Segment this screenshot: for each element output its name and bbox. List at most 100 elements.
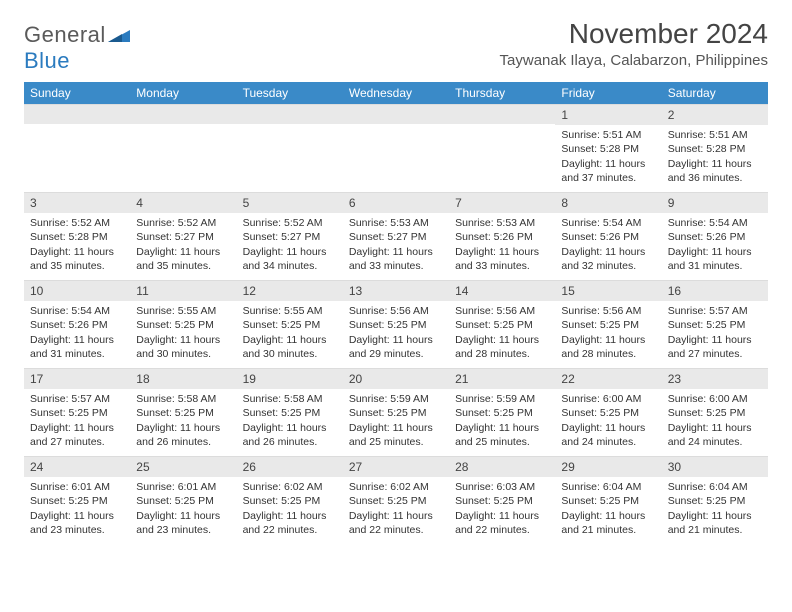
header: General Blue November 2024 Taywanak Ilay… [24,18,768,74]
day-cell: 4Sunrise: 5:52 AMSunset: 5:27 PMDaylight… [130,192,236,280]
day-body: Sunrise: 5:54 AMSunset: 5:26 PMDaylight:… [555,213,661,279]
weekday-cell: Monday [130,82,236,104]
day-number: 19 [237,368,343,389]
day-cell: 9Sunrise: 5:54 AMSunset: 5:26 PMDaylight… [662,192,768,280]
empty-day-bar [449,104,555,124]
sunset-text: Sunset: 5:25 PM [136,318,230,332]
sunset-text: Sunset: 5:27 PM [349,230,443,244]
day-cell: 21Sunrise: 5:59 AMSunset: 5:25 PMDayligh… [449,368,555,456]
daylight-text: Daylight: 11 hours and 33 minutes. [455,245,549,273]
day-body: Sunrise: 5:51 AMSunset: 5:28 PMDaylight:… [555,125,661,191]
sunset-text: Sunset: 5:25 PM [561,406,655,420]
daylight-text: Daylight: 11 hours and 35 minutes. [30,245,124,273]
empty-day-bar [24,104,130,124]
day-cell: 13Sunrise: 5:56 AMSunset: 5:25 PMDayligh… [343,280,449,368]
day-number: 16 [662,280,768,301]
sunrise-text: Sunrise: 6:00 AM [668,392,762,406]
day-number: 14 [449,280,555,301]
sunset-text: Sunset: 5:25 PM [668,406,762,420]
day-body: Sunrise: 5:59 AMSunset: 5:25 PMDaylight:… [449,389,555,455]
logo-general: General [24,22,106,47]
day-body: Sunrise: 5:57 AMSunset: 5:25 PMDaylight:… [662,301,768,367]
daylight-text: Daylight: 11 hours and 25 minutes. [455,421,549,449]
title-block: November 2024 Taywanak Ilaya, Calabarzon… [500,18,768,69]
daylight-text: Daylight: 11 hours and 21 minutes. [668,509,762,537]
daylight-text: Daylight: 11 hours and 30 minutes. [136,333,230,361]
daylight-text: Daylight: 11 hours and 36 minutes. [668,157,762,185]
day-cell: 20Sunrise: 5:59 AMSunset: 5:25 PMDayligh… [343,368,449,456]
day-number: 7 [449,192,555,213]
day-cell: 11Sunrise: 5:55 AMSunset: 5:25 PMDayligh… [130,280,236,368]
day-number: 11 [130,280,236,301]
daylight-text: Daylight: 11 hours and 31 minutes. [30,333,124,361]
daylight-text: Daylight: 11 hours and 22 minutes. [455,509,549,537]
sunrise-text: Sunrise: 5:51 AM [561,128,655,142]
day-cell: 24Sunrise: 6:01 AMSunset: 5:25 PMDayligh… [24,456,130,544]
logo-text: General Blue [24,22,130,74]
sunset-text: Sunset: 5:25 PM [668,318,762,332]
empty-day-bar [237,104,343,124]
day-body: Sunrise: 5:56 AMSunset: 5:25 PMDaylight:… [449,301,555,367]
day-cell: 29Sunrise: 6:04 AMSunset: 5:25 PMDayligh… [555,456,661,544]
day-cell: 2Sunrise: 5:51 AMSunset: 5:28 PMDaylight… [662,104,768,192]
sunrise-text: Sunrise: 5:54 AM [561,216,655,230]
daylight-text: Daylight: 11 hours and 30 minutes. [243,333,337,361]
day-number: 29 [555,456,661,477]
sunrise-text: Sunrise: 5:59 AM [349,392,443,406]
day-number: 28 [449,456,555,477]
sunrise-text: Sunrise: 5:52 AM [243,216,337,230]
day-body: Sunrise: 5:55 AMSunset: 5:25 PMDaylight:… [130,301,236,367]
day-cell: 30Sunrise: 6:04 AMSunset: 5:25 PMDayligh… [662,456,768,544]
weekday-cell: Wednesday [343,82,449,104]
sunset-text: Sunset: 5:25 PM [136,406,230,420]
day-number: 12 [237,280,343,301]
day-cell [237,104,343,192]
day-body: Sunrise: 5:53 AMSunset: 5:26 PMDaylight:… [449,213,555,279]
day-cell: 14Sunrise: 5:56 AMSunset: 5:25 PMDayligh… [449,280,555,368]
day-number: 17 [24,368,130,389]
sunrise-text: Sunrise: 5:58 AM [243,392,337,406]
sunset-text: Sunset: 5:25 PM [243,406,337,420]
day-body: Sunrise: 5:52 AMSunset: 5:28 PMDaylight:… [24,213,130,279]
sunset-text: Sunset: 5:27 PM [243,230,337,244]
day-cell: 8Sunrise: 5:54 AMSunset: 5:26 PMDaylight… [555,192,661,280]
sunrise-text: Sunrise: 6:01 AM [30,480,124,494]
sunrise-text: Sunrise: 6:02 AM [349,480,443,494]
day-cell: 16Sunrise: 5:57 AMSunset: 5:25 PMDayligh… [662,280,768,368]
day-body: Sunrise: 5:53 AMSunset: 5:27 PMDaylight:… [343,213,449,279]
day-number: 21 [449,368,555,389]
day-body: Sunrise: 5:56 AMSunset: 5:25 PMDaylight:… [343,301,449,367]
daylight-text: Daylight: 11 hours and 25 minutes. [349,421,443,449]
day-cell [130,104,236,192]
sunrise-text: Sunrise: 5:58 AM [136,392,230,406]
day-body: Sunrise: 5:58 AMSunset: 5:25 PMDaylight:… [237,389,343,455]
day-body: Sunrise: 6:00 AMSunset: 5:25 PMDaylight:… [555,389,661,455]
day-body: Sunrise: 5:52 AMSunset: 5:27 PMDaylight:… [237,213,343,279]
sunrise-text: Sunrise: 5:56 AM [561,304,655,318]
day-body: Sunrise: 5:51 AMSunset: 5:28 PMDaylight:… [662,125,768,191]
sunset-text: Sunset: 5:25 PM [349,406,443,420]
daylight-text: Daylight: 11 hours and 23 minutes. [30,509,124,537]
day-number: 9 [662,192,768,213]
sunrise-text: Sunrise: 5:55 AM [243,304,337,318]
sunset-text: Sunset: 5:26 PM [455,230,549,244]
day-body: Sunrise: 6:02 AMSunset: 5:25 PMDaylight:… [237,477,343,543]
day-cell: 27Sunrise: 6:02 AMSunset: 5:25 PMDayligh… [343,456,449,544]
day-number: 25 [130,456,236,477]
sunrise-text: Sunrise: 5:52 AM [136,216,230,230]
sunrise-text: Sunrise: 5:54 AM [668,216,762,230]
day-body: Sunrise: 5:52 AMSunset: 5:27 PMDaylight:… [130,213,236,279]
day-body: Sunrise: 5:58 AMSunset: 5:25 PMDaylight:… [130,389,236,455]
day-number: 1 [555,104,661,125]
day-body: Sunrise: 5:57 AMSunset: 5:25 PMDaylight:… [24,389,130,455]
daylight-text: Daylight: 11 hours and 35 minutes. [136,245,230,273]
day-number: 13 [343,280,449,301]
weeks-container: 1Sunrise: 5:51 AMSunset: 5:28 PMDaylight… [24,104,768,544]
day-cell: 26Sunrise: 6:02 AMSunset: 5:25 PMDayligh… [237,456,343,544]
day-cell: 10Sunrise: 5:54 AMSunset: 5:26 PMDayligh… [24,280,130,368]
day-body: Sunrise: 6:01 AMSunset: 5:25 PMDaylight:… [130,477,236,543]
week-row: 10Sunrise: 5:54 AMSunset: 5:26 PMDayligh… [24,280,768,368]
sunrise-text: Sunrise: 6:02 AM [243,480,337,494]
day-body: Sunrise: 5:56 AMSunset: 5:25 PMDaylight:… [555,301,661,367]
day-number: 8 [555,192,661,213]
